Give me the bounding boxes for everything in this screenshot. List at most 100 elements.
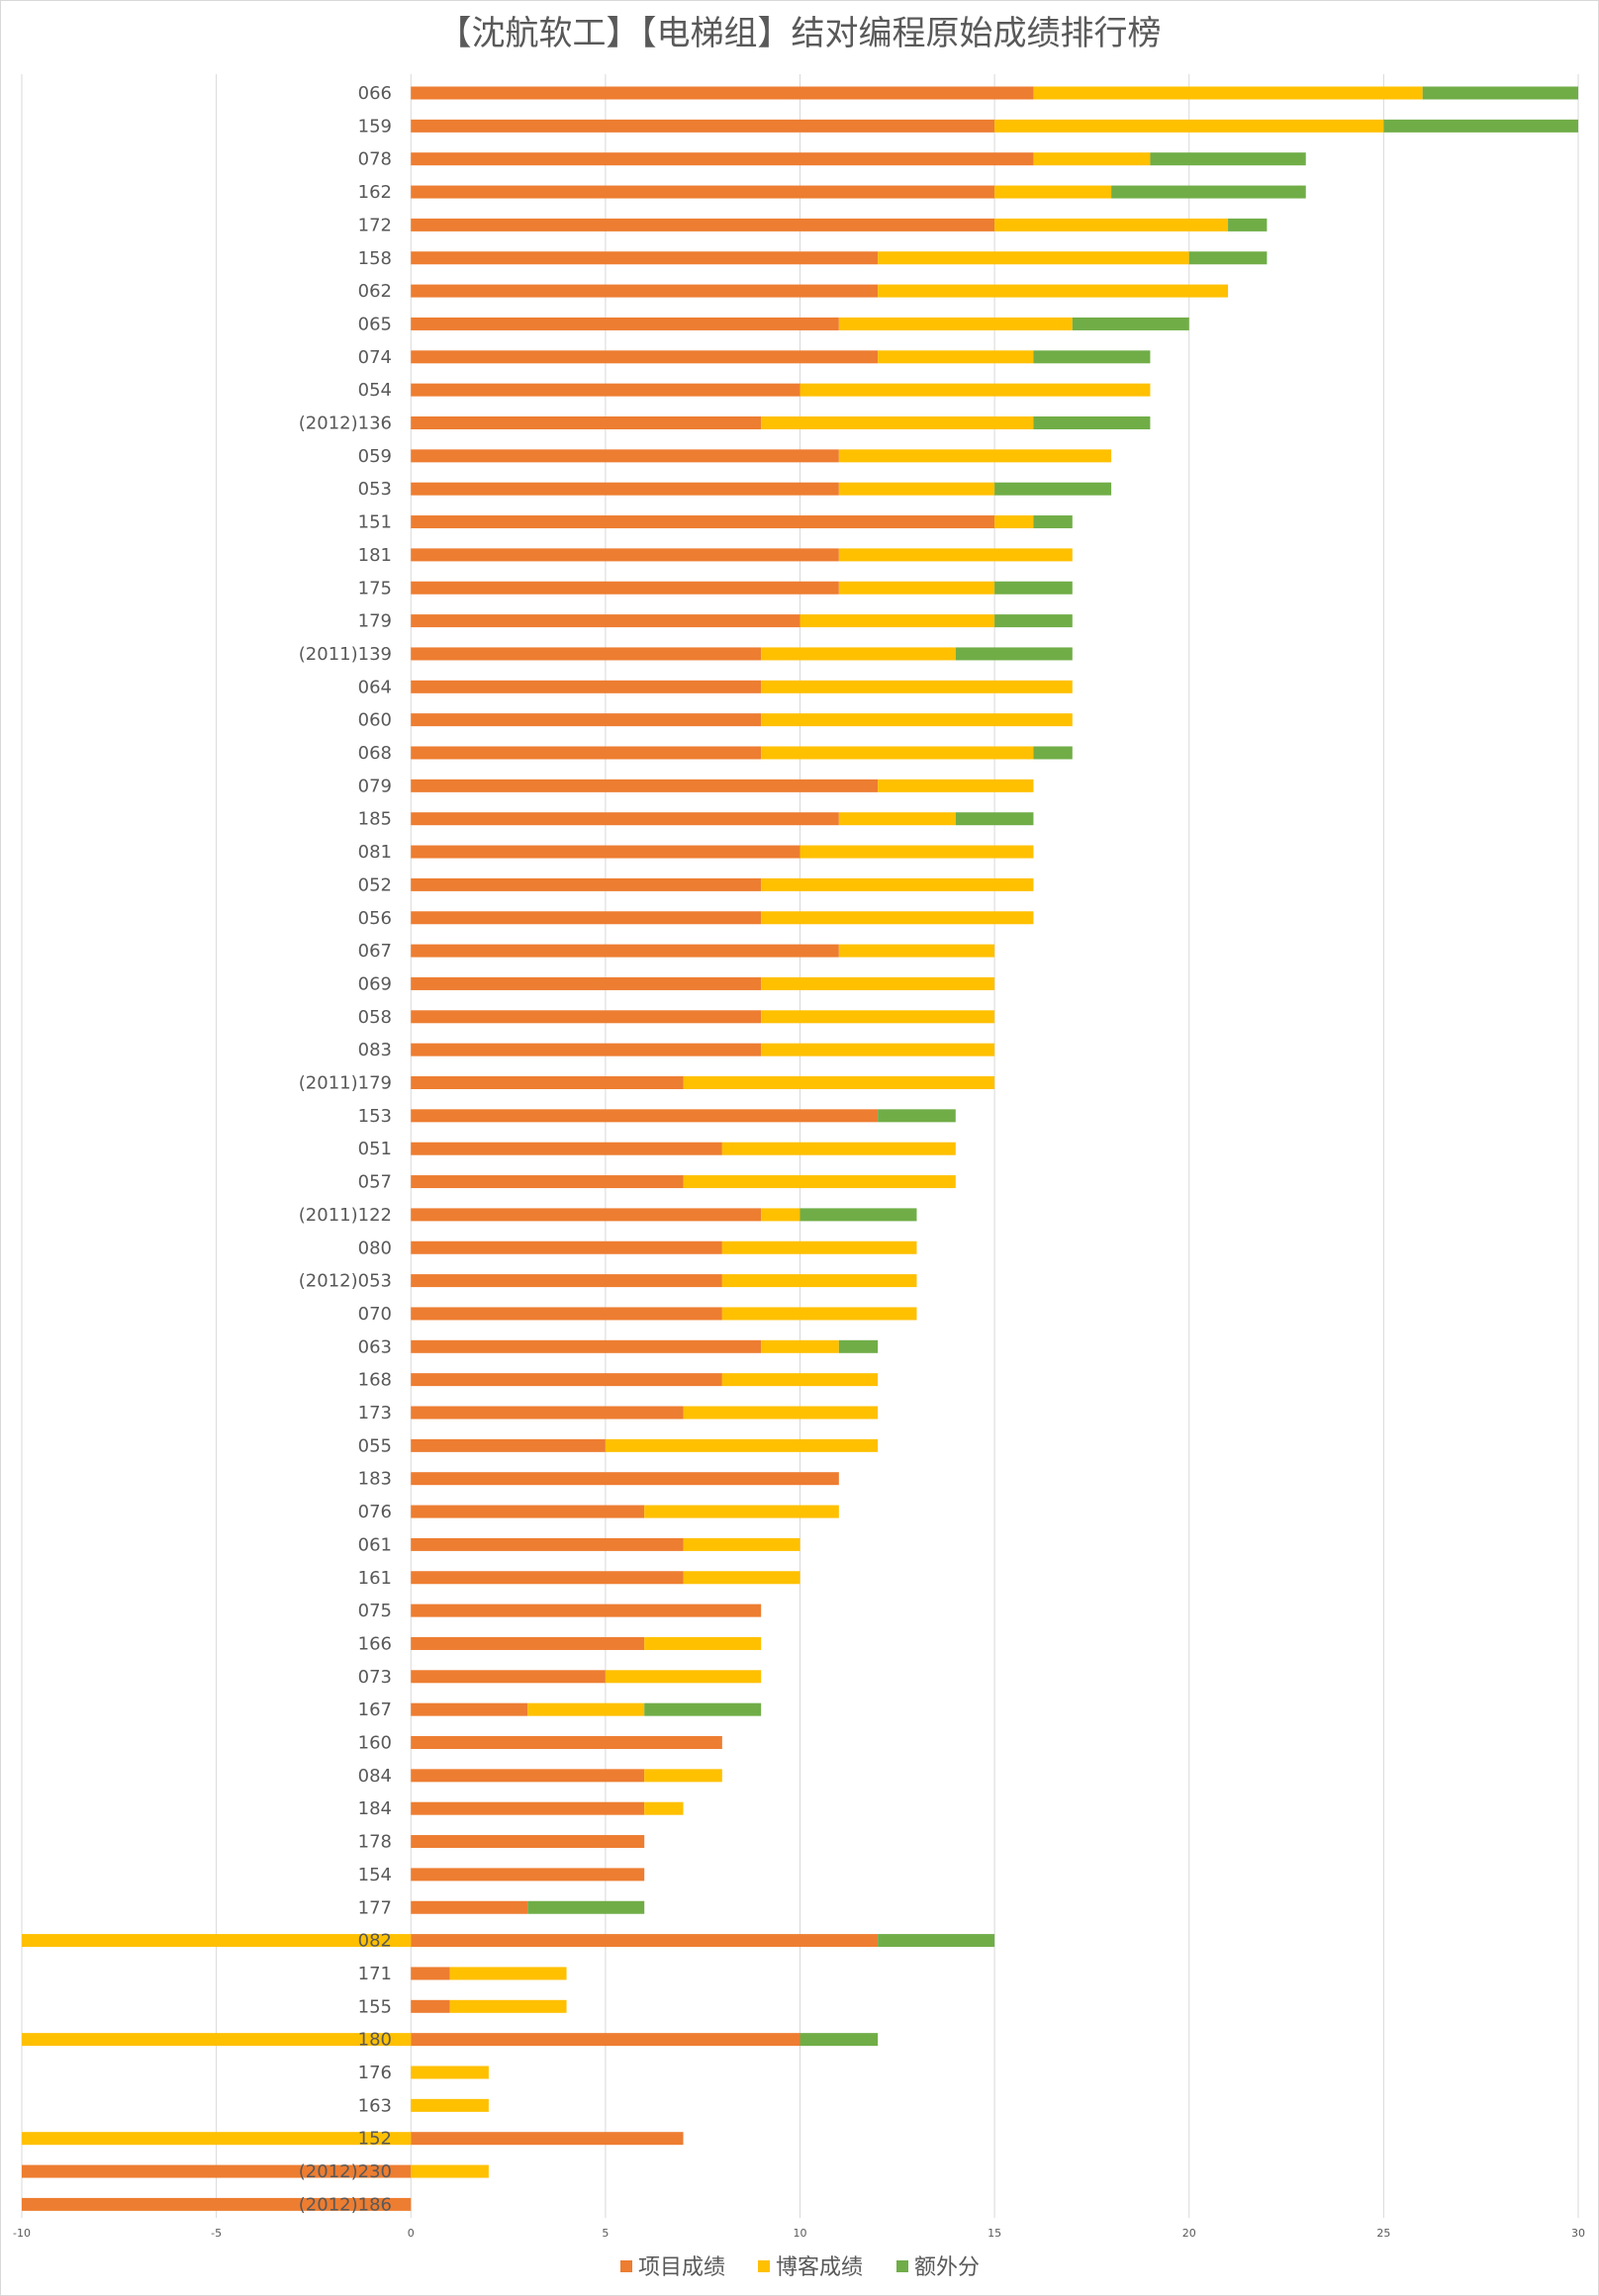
category-label: 185: [358, 809, 392, 830]
bar-segment: [761, 647, 956, 661]
bar-segment: [994, 614, 1073, 628]
bar-segment: [411, 1835, 645, 1849]
legend: 项目成绩 博客成绩 额外分: [620, 2255, 980, 2280]
bar-segment: [411, 2098, 489, 2112]
bar-segment: [994, 218, 1229, 231]
category-label: 179: [358, 611, 392, 632]
bar-segment: [411, 449, 839, 463]
bar-segment: [411, 1307, 722, 1321]
category-label: 153: [358, 1106, 392, 1127]
bar-segment: [411, 152, 1034, 166]
bar-segment: [1033, 416, 1151, 429]
bar-segment: [683, 1537, 800, 1551]
bar-segment: [721, 1274, 917, 1288]
bar-segment: [411, 976, 762, 990]
category-label: (2012)136: [299, 413, 392, 434]
bar-segment: [683, 1406, 879, 1420]
bar-segment: [411, 1801, 645, 1815]
bar-segment: [1072, 317, 1189, 330]
bar-segment: [411, 812, 839, 826]
bar-segment: [761, 1043, 995, 1056]
category-label: 082: [358, 1931, 392, 1952]
bar-segment: [838, 317, 1073, 330]
bar-segment: [994, 581, 1073, 595]
bar-segment: [411, 2033, 800, 2047]
x-tick-label: 0: [408, 2227, 415, 2240]
category-label: 064: [358, 677, 392, 697]
legend-label: 额外分: [914, 2255, 980, 2280]
bar-segment: [411, 119, 995, 133]
category-label: 159: [358, 116, 392, 137]
category-label: 053: [358, 479, 392, 500]
category-label: 079: [358, 776, 392, 796]
category-label: 051: [358, 1139, 392, 1159]
category-label: 176: [358, 2063, 392, 2083]
bar-segment: [411, 1208, 762, 1222]
bar-segment: [411, 1999, 450, 2013]
bar-segment: [411, 680, 762, 693]
bar-segment: [878, 284, 1229, 298]
bar-segment: [761, 1339, 839, 1353]
bar-segment: [411, 383, 800, 397]
bar-segment: [878, 779, 1034, 792]
bar-segment: [411, 581, 839, 595]
bar-segment: [605, 1438, 879, 1452]
category-label: 163: [358, 2095, 392, 2116]
x-tick-label: -10: [13, 2227, 31, 2240]
category-label: 183: [358, 1469, 392, 1490]
bar-segment: [761, 746, 1034, 760]
bar-segment: [721, 1373, 879, 1387]
bar-segment: [838, 449, 1112, 463]
category-label: 081: [358, 842, 392, 863]
category-label: 173: [358, 1403, 392, 1424]
bar-segment: [761, 877, 1034, 891]
bar-segment: [411, 1373, 722, 1387]
bar-segment: [411, 1505, 645, 1518]
category-label: 055: [358, 1435, 392, 1456]
category-label: 062: [358, 281, 392, 302]
bar-segment: [838, 548, 1073, 562]
bar-segment: [761, 713, 1073, 727]
category-label: 181: [358, 545, 392, 566]
category-label: 058: [358, 1007, 392, 1028]
bar-segment: [761, 680, 1073, 693]
bar-segment: [994, 515, 1034, 529]
bar-segment: [22, 2132, 412, 2146]
category-label: 073: [358, 1667, 392, 1688]
bar-segment: [449, 1967, 567, 1980]
x-tick-label: 25: [1376, 2227, 1390, 2240]
category-label: 078: [358, 149, 392, 170]
bar-segment: [411, 1406, 684, 1420]
category-label: 166: [358, 1633, 392, 1654]
bar-segment: [411, 2066, 489, 2079]
category-label: 059: [358, 446, 392, 467]
bar-segment: [411, 1076, 684, 1089]
bar-segment: [800, 1208, 917, 1222]
bar-segment: [411, 1702, 528, 1716]
bar-segment: [683, 1571, 800, 1585]
gridlines: [21, 74, 1579, 2218]
bar-segment: [411, 1175, 684, 1189]
bar-segment: [411, 1274, 722, 1288]
bar-segment: [411, 1736, 722, 1749]
bar-segment: [721, 1240, 917, 1254]
bar-segment: [411, 416, 762, 429]
bar-segment: [644, 1702, 762, 1716]
bar-segment: [1033, 86, 1423, 100]
bar-segment: [411, 2132, 684, 2146]
bar-segment: [411, 1109, 879, 1123]
category-label: 063: [358, 1336, 392, 1357]
bar-segment: [411, 1010, 762, 1024]
bar-segment: [955, 647, 1073, 661]
bar-segment: [449, 1999, 567, 2013]
x-tick-label: 20: [1182, 2227, 1196, 2240]
bar-segment: [411, 779, 879, 792]
bar-segment: [411, 911, 762, 925]
category-label: (2012)053: [299, 1271, 392, 1292]
bar-segment: [411, 1868, 645, 1882]
bar-segment: [411, 350, 879, 364]
category-label: (2011)179: [299, 1073, 392, 1094]
bar-segment: [411, 1934, 879, 1948]
bar-segment: [527, 1702, 645, 1716]
category-labels: 066 159 078 162 172 158 062 065 074 054 (2012)136 0…: [299, 83, 392, 2215]
